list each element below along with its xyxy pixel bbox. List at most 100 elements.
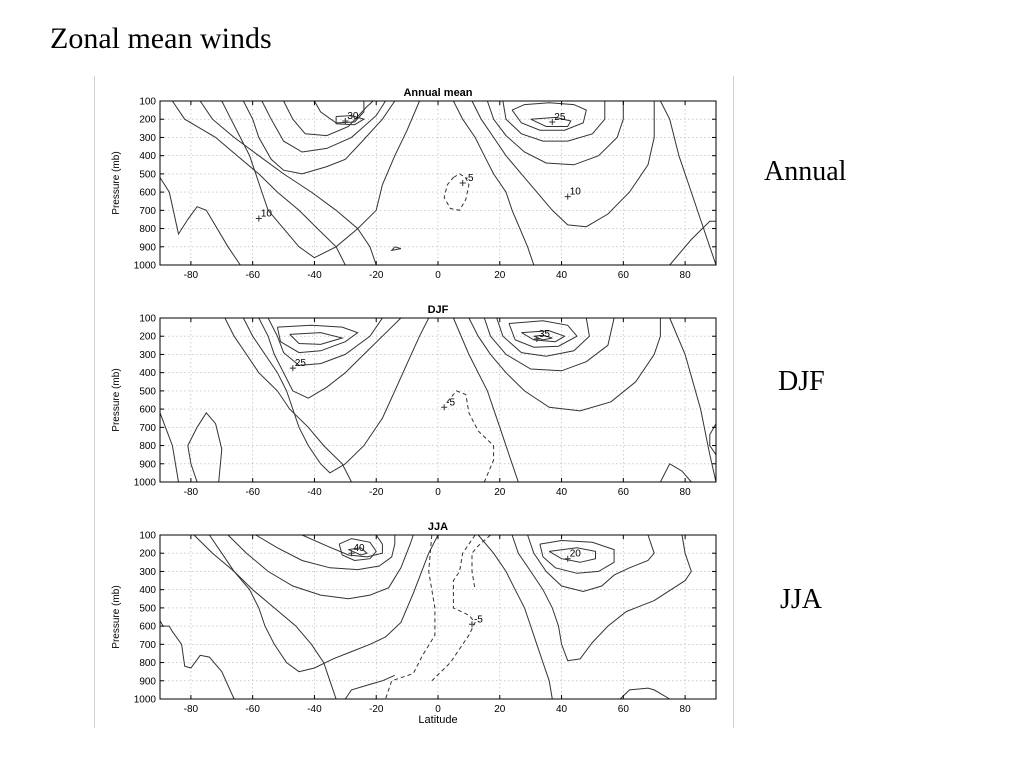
- x-tick-label: 20: [494, 704, 506, 715]
- contour-line: [486, 100, 624, 166]
- y-tick-label: 300: [139, 133, 156, 144]
- contour-line: [502, 100, 606, 142]
- contour-line: [171, 100, 346, 266]
- contour-line: [539, 539, 615, 574]
- contour-label: 25: [554, 112, 566, 123]
- contour-label-marker: [549, 118, 556, 125]
- contour-line: [242, 317, 430, 474]
- x-tick-label: 80: [680, 704, 692, 715]
- contour-label: -5: [446, 397, 455, 408]
- x-tick-label: 40: [556, 704, 568, 715]
- x-tick-label: -80: [184, 270, 199, 281]
- x-tick-label: 20: [494, 270, 506, 281]
- contour-line: [511, 534, 692, 662]
- contour-label-marker: [468, 621, 475, 628]
- y-tick-label: 800: [139, 441, 156, 452]
- contour-line: [255, 534, 396, 571]
- contour-line: [335, 115, 366, 126]
- contour-line: [669, 220, 716, 266]
- x-tick-label: -60: [245, 270, 260, 281]
- x-tick-label: -80: [184, 704, 199, 715]
- contour-label: 30: [347, 111, 359, 122]
- contour-label: -5: [474, 614, 483, 625]
- y-tick-label: 700: [139, 206, 156, 217]
- x-tick-label: -20: [369, 704, 384, 715]
- contour-line: [659, 463, 692, 483]
- y-tick-label: 400: [139, 151, 156, 162]
- panel-annual-mean: -80 -60 -40 -20 0 20 40 60 80 100 200 300 400 500 600 7…: [111, 87, 717, 281]
- x-tick-label: -20: [369, 487, 384, 498]
- contour-line: [527, 534, 655, 593]
- contour-line: [619, 687, 670, 700]
- contour-line: [242, 100, 396, 175]
- contour-label-marker: [342, 118, 349, 125]
- contour-line: [452, 317, 519, 483]
- x-tick-label: 20: [494, 487, 506, 498]
- contour-line: [301, 534, 383, 558]
- x-tick-label: -60: [245, 704, 260, 715]
- x-tick-label: 60: [618, 704, 630, 715]
- contour-line: [193, 534, 337, 700]
- contour-line: [452, 100, 535, 266]
- contour-line: [187, 411, 223, 483]
- contour-line: [283, 100, 374, 137]
- y-axis-label: Pressure (mb): [111, 585, 122, 648]
- contour-line: [344, 674, 396, 700]
- x-tick-label: -80: [184, 487, 199, 498]
- contour-line: [533, 334, 553, 341]
- contour-line: [338, 538, 377, 562]
- contour-line: [261, 100, 386, 153]
- contour-line: [390, 246, 402, 252]
- contour-label: 20: [570, 549, 582, 560]
- contour-line: [709, 423, 717, 455]
- contour-line: [227, 534, 414, 600]
- x-tick-label: 0: [435, 487, 441, 498]
- contour-line-negative: [446, 390, 495, 483]
- contour-line: [267, 317, 383, 366]
- contour-line: [548, 547, 596, 563]
- contour-label-marker: [348, 550, 355, 557]
- y-axis-label: Pressure (mb): [111, 151, 122, 214]
- panel-title: DJF: [428, 304, 449, 316]
- x-tick-label: -40: [307, 270, 322, 281]
- contour-line: [669, 317, 717, 483]
- y-tick-label: 500: [139, 603, 156, 614]
- y-tick-label: 900: [139, 242, 156, 253]
- contour-label: 10: [261, 209, 273, 220]
- panel-jja: -80 -60 -40 -20 0 20 40 60 80 100 200 300 400 500 600 7…: [111, 521, 717, 726]
- y-tick-label: 700: [139, 640, 156, 651]
- y-tick-label: 600: [139, 405, 156, 416]
- y-tick-label: 300: [139, 567, 156, 578]
- side-label-jja: JJA: [780, 584, 823, 615]
- contour-label-marker: [289, 365, 296, 372]
- y-tick-label: 800: [139, 658, 156, 669]
- y-tick-label: 1000: [134, 261, 157, 272]
- x-tick-label: 60: [618, 487, 630, 498]
- contour-line: [258, 317, 402, 399]
- y-axis-label: Pressure (mb): [111, 368, 122, 431]
- contour-label-marker: [564, 555, 571, 562]
- contour-line: [483, 317, 615, 372]
- y-tick-label: 400: [139, 368, 156, 379]
- panel-djf: -80 -60 -40 -20 0 20 40 60 80 100 200 300 400 500 600 7…: [111, 304, 717, 498]
- x-tick-label: -60: [245, 487, 260, 498]
- x-axis-label: Latitude: [418, 714, 457, 726]
- y-tick-label: 200: [139, 549, 156, 560]
- contour-line: [221, 100, 420, 259]
- y-tick-label: 1000: [134, 695, 157, 706]
- y-tick-label: 100: [139, 97, 156, 108]
- y-tick-label: 900: [139, 459, 156, 470]
- contour-line: [496, 317, 590, 357]
- x-tick-label: 0: [435, 704, 441, 715]
- slide-title: Zonal mean winds: [50, 22, 272, 55]
- x-tick-label: -40: [307, 487, 322, 498]
- contour-label: 25: [295, 358, 307, 369]
- y-tick-label: 300: [139, 350, 156, 361]
- contour-line: [159, 412, 179, 483]
- y-tick-label: 600: [139, 188, 156, 199]
- y-tick-label: 500: [139, 169, 156, 180]
- contour-line: [659, 100, 717, 266]
- y-tick-label: 200: [139, 115, 156, 126]
- contour-label-marker: [441, 404, 448, 411]
- contour-label: 10: [570, 187, 582, 198]
